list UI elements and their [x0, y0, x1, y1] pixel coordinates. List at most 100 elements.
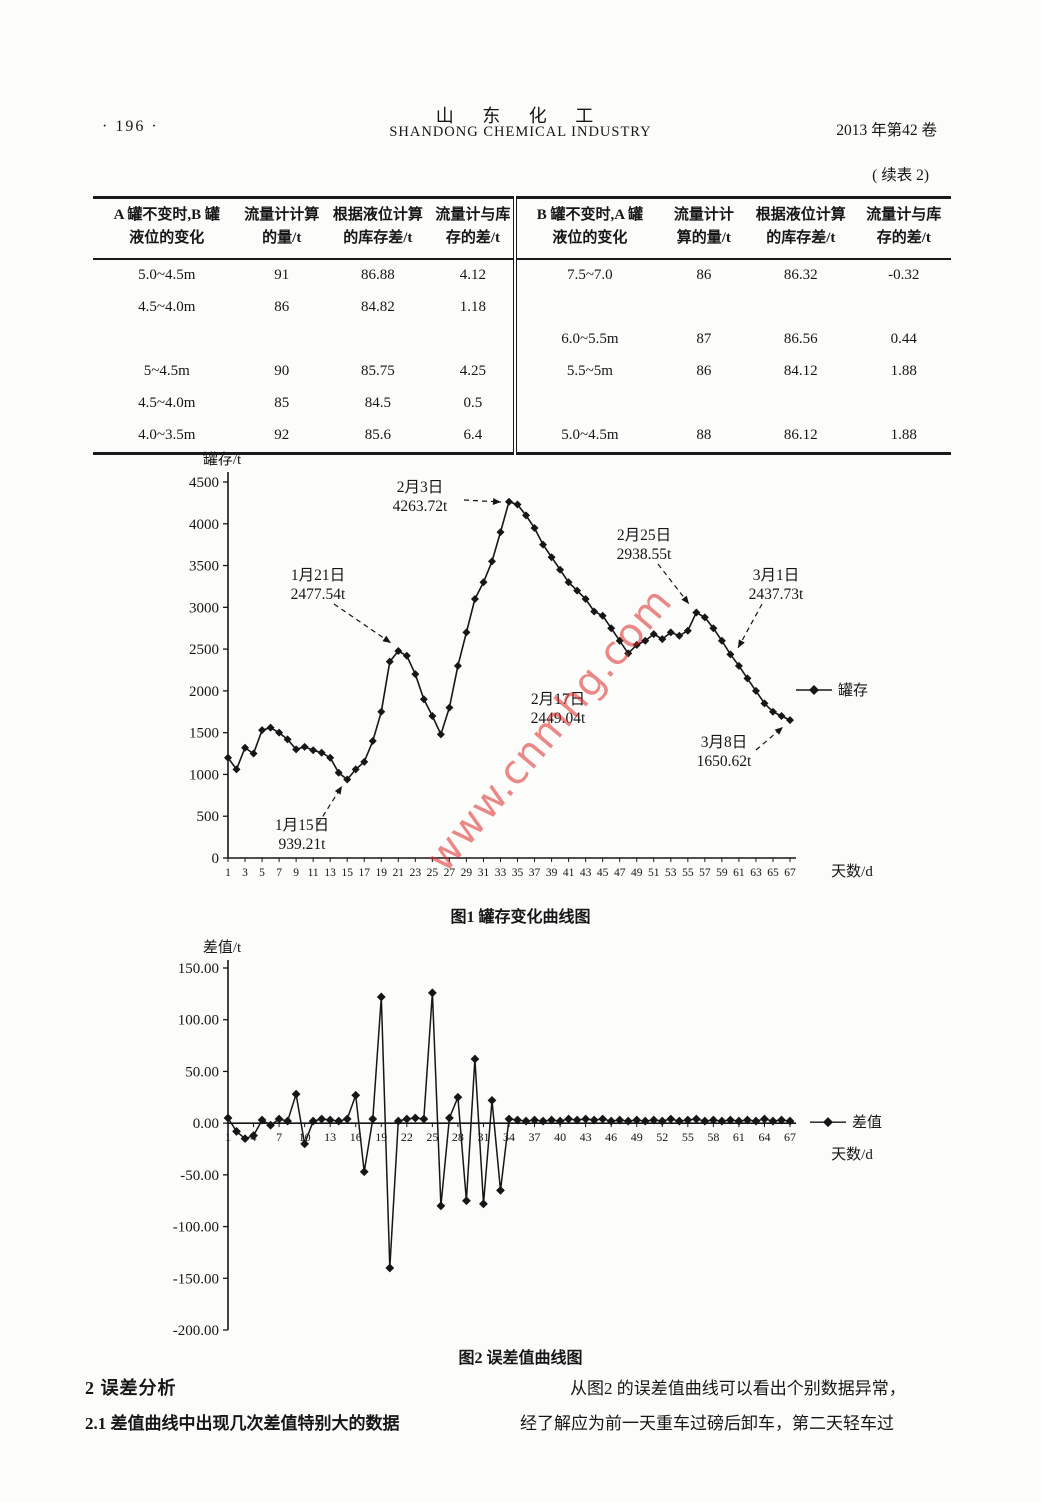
data-point-marker [777, 711, 786, 720]
data-point-marker [666, 628, 675, 637]
x-tick-label: 13 [324, 1130, 336, 1144]
data-point-marker [411, 670, 420, 679]
data-point-marker [410, 1113, 420, 1123]
x-tick-label: 10 [299, 1130, 311, 1144]
data-point-marker [368, 1114, 378, 1124]
table-cell: 88 [696, 427, 712, 443]
x-tick-label: 34 [503, 1130, 515, 1144]
data-point-marker [334, 768, 343, 777]
data-point-marker [768, 1116, 778, 1126]
table-header-cell: A 罐不变时,B 罐液位的变化 [93, 197, 241, 260]
x-tick-label: 49 [631, 867, 643, 879]
x-tick-label: 17 [358, 867, 370, 879]
x-tick-label: 39 [546, 867, 558, 879]
data-point-marker [743, 674, 752, 683]
table-cell: 92 [274, 427, 290, 443]
legend-label: 差值 [852, 1114, 882, 1131]
x-tick-label: 51 [648, 867, 660, 879]
y-tick-label: -200.00 [173, 1323, 219, 1339]
table-continuation-note: ( 续表 2) [872, 167, 929, 184]
table-cell: 85.6 [364, 427, 391, 443]
table-cell: 4.5~4.0m [138, 299, 196, 315]
x-tick-label: 19 [375, 1130, 387, 1144]
annotation-date: 1月15日 [275, 817, 329, 834]
data-point-marker [291, 1089, 301, 1099]
journal-title-en: SHANDONG CHEMICAL INDUSTRY [389, 124, 652, 140]
x-tick-label: 55 [682, 1130, 694, 1144]
data-point-marker [564, 1114, 574, 1124]
data-point-marker [717, 636, 726, 645]
table-header-cell: 流量计与库 存的差/t [856, 197, 951, 260]
annotation-arrowhead [334, 786, 342, 795]
x-tick-label: 3 [242, 867, 248, 879]
table-cell: 0.5 [432, 387, 518, 420]
x-tick-label: 37 [529, 867, 541, 879]
annotation: 2月25日 2938.55t [617, 527, 690, 605]
data-point-marker [734, 661, 743, 670]
data-point-marker [385, 1263, 395, 1273]
data-point-marker [522, 511, 531, 520]
data-point-marker [266, 1120, 275, 1130]
table-cell: 91 [274, 267, 290, 283]
table-cell [93, 324, 241, 356]
data-point-marker [674, 1116, 684, 1126]
data-point-marker [675, 631, 684, 640]
data-point-marker [760, 699, 769, 708]
table-cell: 86.56 [783, 331, 818, 347]
table-cell: 4.5~4.0m [138, 395, 196, 411]
data-point-marker [581, 594, 590, 603]
y-tick-label: -50.00 [180, 1168, 219, 1184]
x-tick-label: 1 [225, 1130, 231, 1144]
y-tick-label: 3000 [189, 600, 219, 616]
data-point-marker [590, 607, 599, 616]
y-tick-label: 1000 [189, 767, 219, 783]
annotation-value: 2477.54t [291, 586, 346, 603]
data-point-marker [623, 1116, 633, 1126]
table-cell: 4.25 [432, 355, 518, 388]
table-cell: 1.88 [890, 427, 917, 443]
annotation-value: 2449.04t [531, 710, 586, 727]
data-point-marker [436, 1201, 446, 1211]
data-point-marker [394, 646, 403, 655]
subsection-heading: 2.1 差值曲线中出现几次差值特别大的数据 [85, 1414, 400, 1433]
x-tick-label: 11 [308, 867, 319, 879]
data-point-marker [521, 1116, 531, 1126]
data-point-marker [453, 661, 462, 670]
x-axis-title: 天数/d [831, 1146, 873, 1163]
data-point-marker [658, 635, 667, 644]
table-row: 4.0~3.5m 92 85.6 6.4 5.0~4.5m 88 86.12 1.88 [93, 419, 951, 453]
x-tick-label: 22 [401, 1130, 413, 1144]
data-point-marker [496, 1185, 505, 1195]
data-point-marker [496, 528, 505, 537]
table-cell: -0.32 [888, 267, 920, 283]
annotation-value: 2437.73t [749, 586, 804, 603]
data-point-marker [734, 1116, 744, 1126]
data-point-marker [691, 1114, 701, 1124]
data-point-marker [479, 1199, 488, 1209]
data-point-marker [487, 557, 496, 566]
table-header-cell: 根据液位计算 的库存差/t [322, 197, 433, 260]
table-cell: 90 [274, 363, 290, 379]
data-point-marker [351, 1090, 361, 1100]
table-cell [515, 292, 663, 324]
x-tick-label: 52 [656, 1130, 668, 1144]
table-cell: 86 [696, 267, 712, 283]
x-tick-label: 25 [427, 867, 439, 879]
table-cell [663, 388, 745, 420]
page-number: · 196 · [102, 118, 159, 135]
y-tick-label: 2000 [189, 684, 219, 700]
data-point-marker [666, 1114, 676, 1124]
data-point-marker [224, 753, 232, 762]
annotation-arrowhead [774, 727, 783, 735]
table-cell: 1.88 [890, 363, 917, 379]
x-tick-label: 41 [563, 867, 575, 879]
data-point-marker [538, 1116, 548, 1126]
table-cell: 6.4 [432, 419, 518, 453]
table-cell [857, 292, 951, 324]
data-point-marker [258, 726, 267, 735]
table-cell [241, 324, 323, 356]
figure1-caption: 图1 罐存变化曲线图 [450, 909, 591, 926]
annotation: 2月3日 4263.72t [393, 479, 502, 515]
